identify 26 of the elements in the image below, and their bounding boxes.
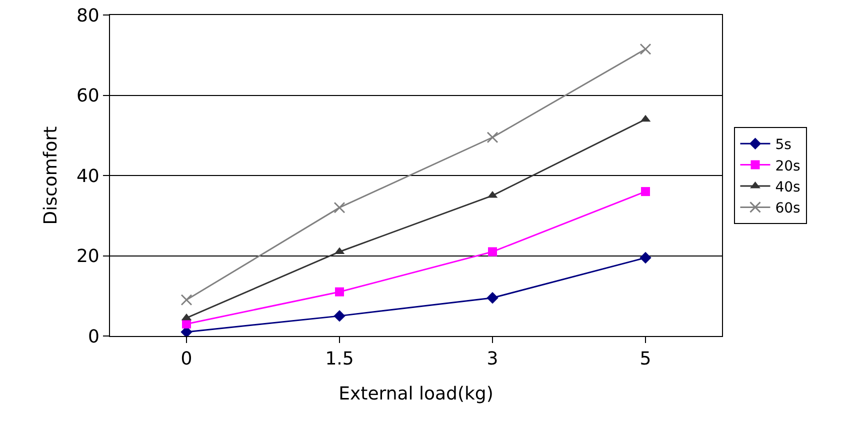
- point: [488, 247, 497, 256]
- point: [486, 292, 498, 304]
- y-tick-label: 80: [76, 5, 100, 26]
- y-tick-label: 60: [76, 86, 100, 107]
- y-tick-label: 20: [76, 246, 100, 268]
- point: [640, 43, 652, 55]
- y-axis-title: Discomfort: [40, 126, 62, 225]
- x-tick-label: 0: [180, 348, 192, 370]
- legend-label: 60s: [775, 200, 800, 217]
- y-tick-label: 0: [88, 326, 100, 348]
- legend-label: 20s: [775, 158, 800, 174]
- x-tick-label: 3: [486, 348, 498, 370]
- point: [641, 187, 650, 196]
- x-axis-title: External load(kg): [338, 384, 494, 405]
- point: [486, 132, 498, 144]
- y-tick-label: 40: [76, 166, 100, 187]
- point: [334, 202, 346, 214]
- point: [334, 310, 346, 322]
- x-tick-label: 5: [640, 348, 652, 370]
- legend-label: 5s: [775, 137, 792, 154]
- legend-label: 40s: [775, 179, 800, 196]
- x-tick-label: 1.5: [325, 348, 354, 370]
- point: [335, 287, 344, 296]
- point: [180, 294, 192, 306]
- point: [182, 319, 191, 328]
- point: [640, 252, 652, 264]
